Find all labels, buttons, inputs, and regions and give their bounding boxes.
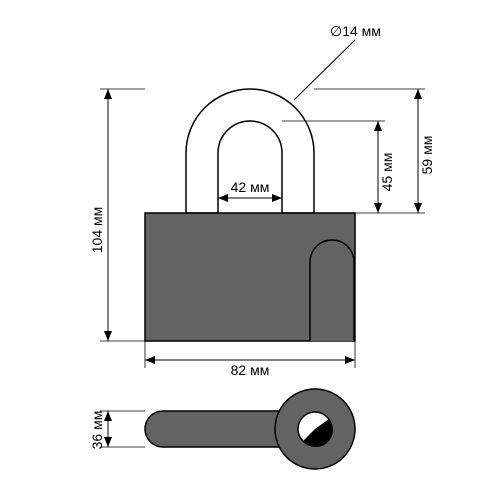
svg-text:59 мм: 59 мм: [419, 136, 435, 175]
svg-text:45 мм: 45 мм: [379, 153, 395, 192]
svg-text:104 мм: 104 мм: [89, 207, 105, 254]
shackle-diameter-label: ∅14 мм: [330, 23, 381, 39]
dim-total-height: 104 мм: [89, 89, 145, 341]
lock-notch: [310, 240, 354, 341]
dim-shackle-outer-height: 59 мм: [314, 89, 435, 213]
svg-text:36 мм: 36 мм: [89, 411, 105, 450]
dim-topview-height: 36 мм: [89, 411, 145, 450]
top-view: [145, 389, 355, 469]
padlock-diagram: ∅14 мм 104 мм 59 мм 45 мм 42 мм: [0, 0, 500, 500]
dim-shackle-inner-width: 42 мм: [218, 179, 282, 213]
svg-text:42 мм: 42 мм: [231, 179, 270, 195]
svg-text:82 мм: 82 мм: [231, 362, 270, 378]
dim-body-width: 82 мм: [145, 341, 355, 378]
